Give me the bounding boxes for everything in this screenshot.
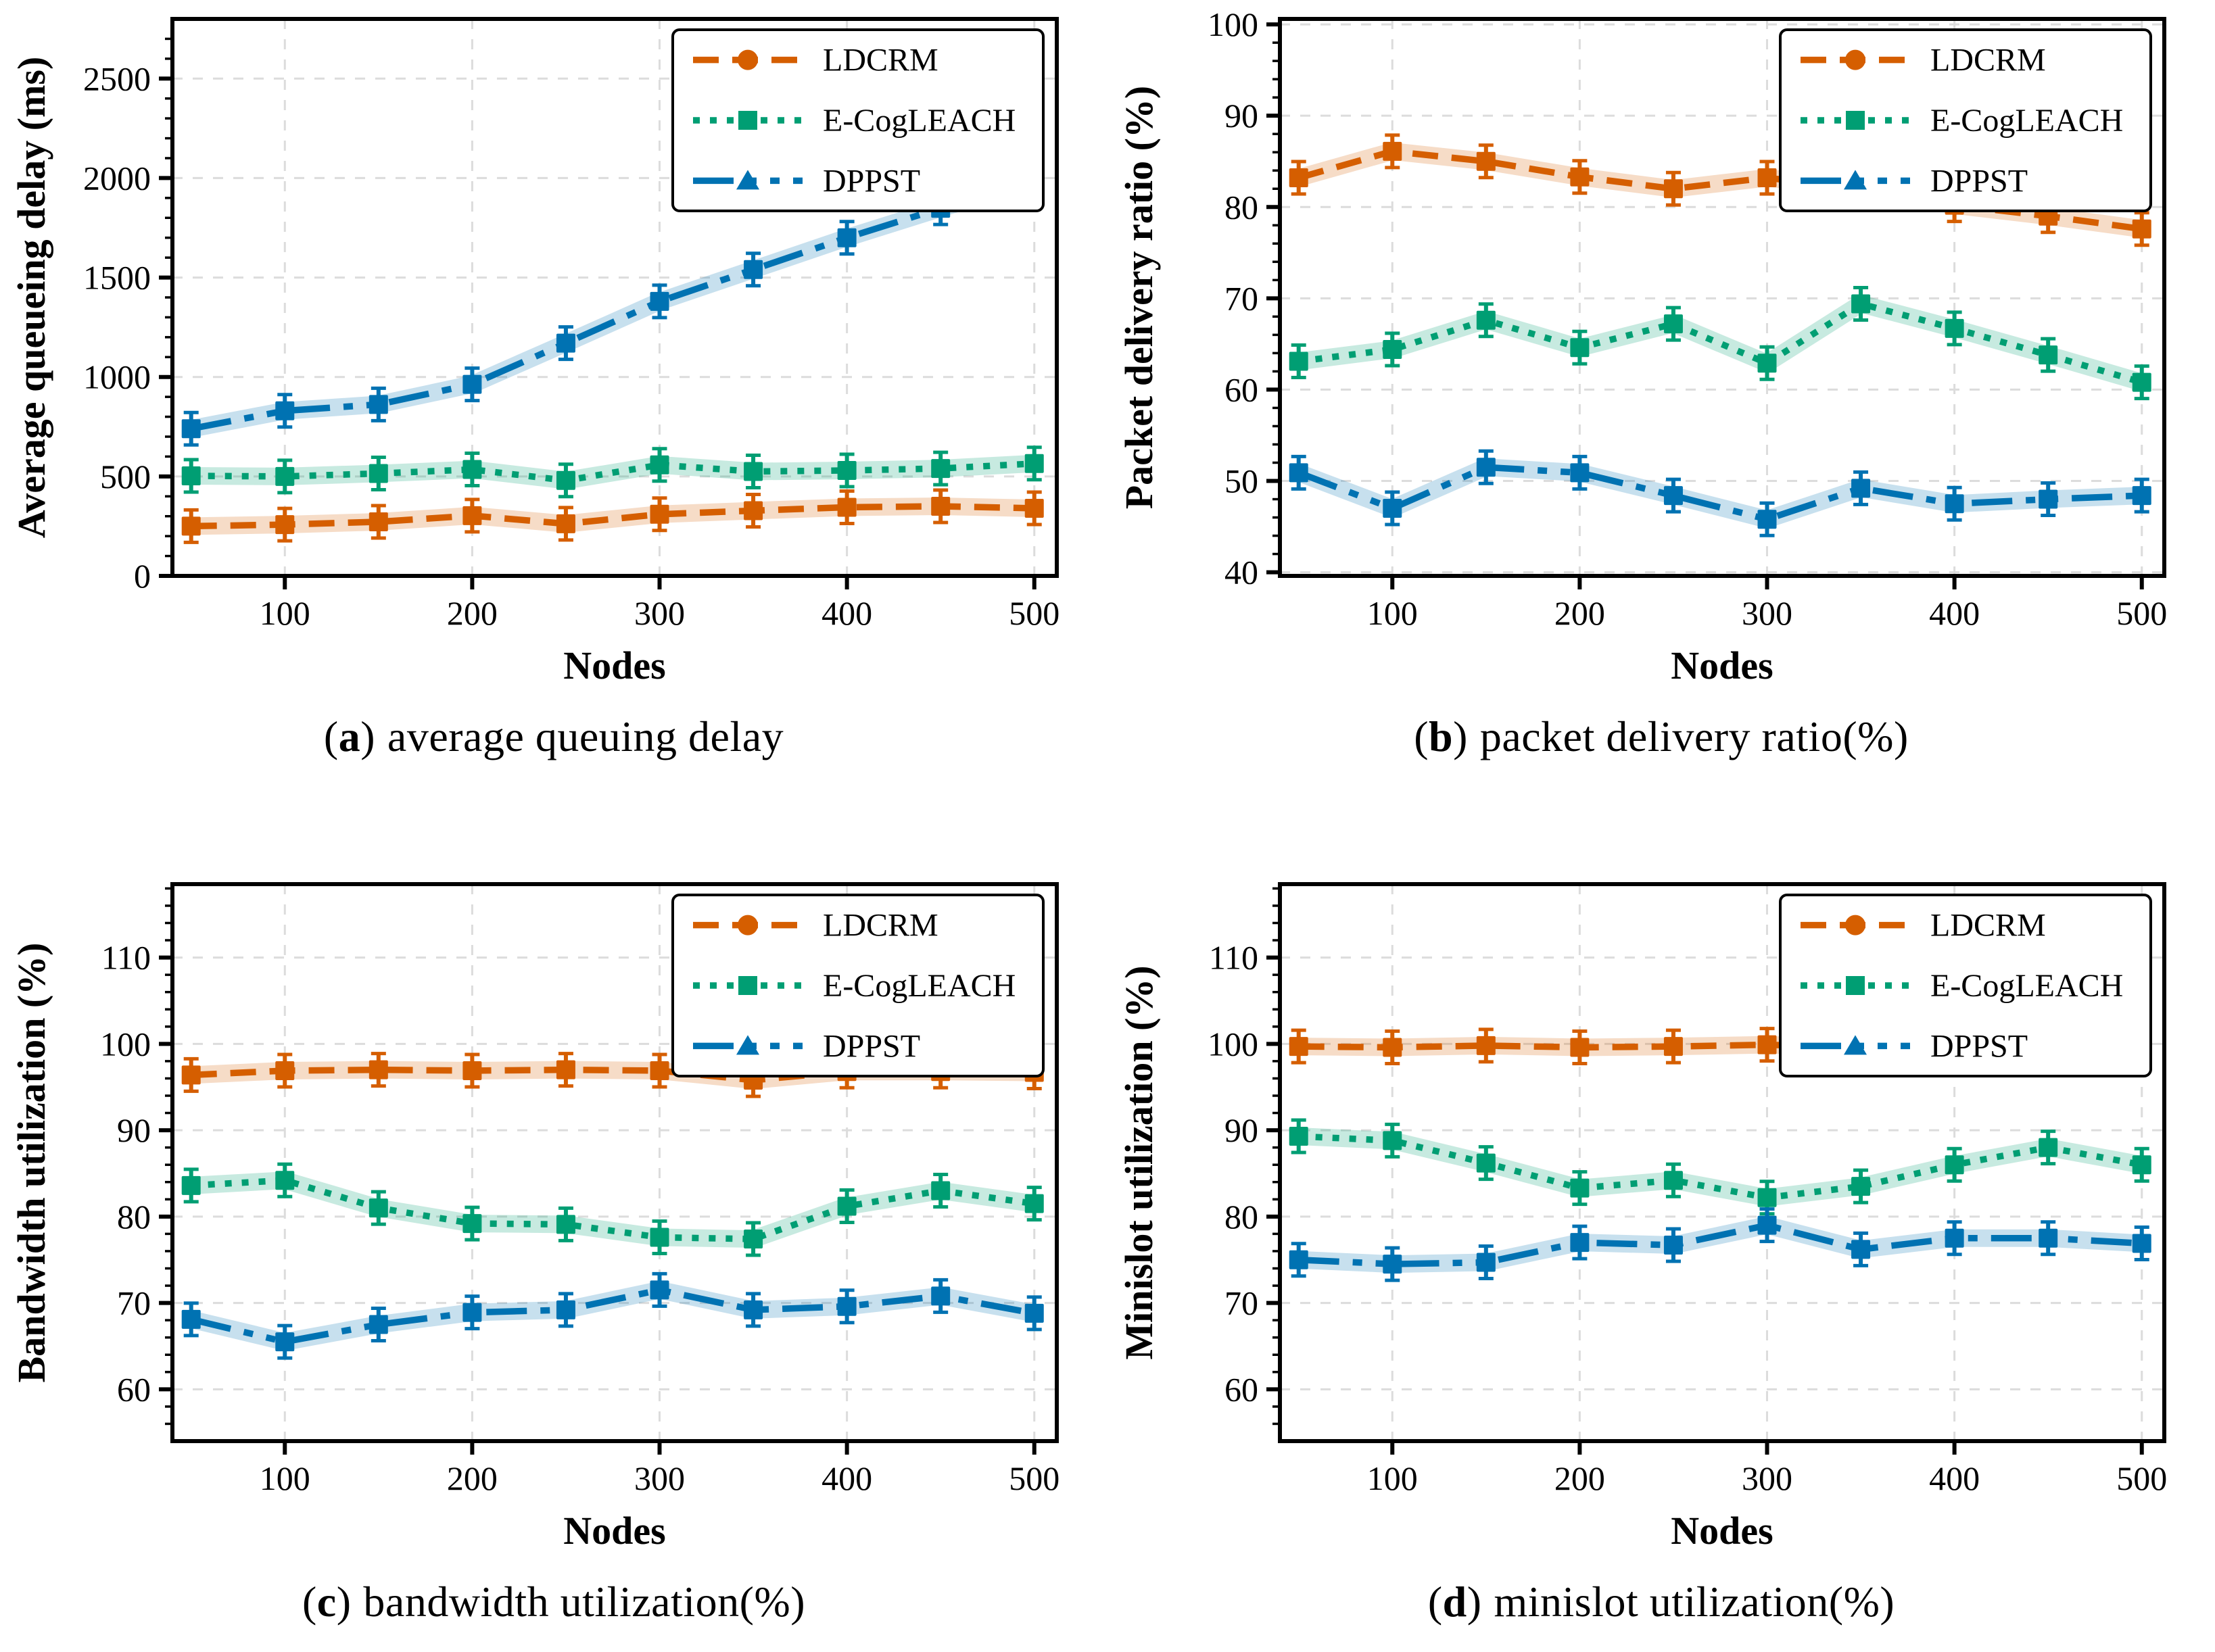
caption-letter: d	[1442, 1578, 1467, 1626]
svg-text:2500: 2500	[83, 59, 151, 97]
svg-text:200: 200	[1554, 1459, 1605, 1497]
svg-text:80: 80	[1224, 1198, 1258, 1236]
caption-open: (	[1414, 712, 1429, 760]
svg-text:DPPST: DPPST	[823, 163, 920, 199]
svg-text:200: 200	[447, 1459, 498, 1497]
svg-text:300: 300	[634, 594, 685, 632]
svg-text:110: 110	[1209, 939, 1258, 977]
svg-text:60: 60	[1224, 370, 1258, 408]
panel-d: 100 200 300 400 500 60 70 80 90 100 110 Nodes Minisl…	[1108, 826, 2215, 1652]
svg-text:100: 100	[1367, 594, 1418, 632]
svg-text:300: 300	[1742, 1459, 1792, 1497]
caption-open: (	[1427, 1578, 1443, 1626]
svg-text:110: 110	[101, 939, 151, 977]
svg-text:Nodes: Nodes	[1671, 643, 1773, 686]
svg-text:Average queueing delay (ms): Average queueing delay (ms)	[9, 57, 53, 539]
svg-text:70: 70	[117, 1284, 151, 1322]
svg-text:DPPST: DPPST	[1930, 1028, 2028, 1064]
svg-text:90: 90	[1224, 1111, 1258, 1149]
caption-a: (a) average queuing delay	[0, 712, 1108, 762]
svg-text:500: 500	[2116, 1459, 2167, 1497]
svg-text:500: 500	[2116, 594, 2167, 632]
svg-text:1000: 1000	[83, 358, 151, 396]
svg-text:200: 200	[1554, 594, 1605, 632]
svg-text:90: 90	[1224, 97, 1258, 135]
svg-text:100: 100	[1208, 1025, 1258, 1063]
chart-svg: 100 200 300 400 500 60 70 80 90 100 110 Nodes Bandwi…	[9, 882, 1059, 1553]
svg-text:70: 70	[1224, 1284, 1258, 1322]
caption-letter: b	[1429, 712, 1454, 760]
panel-c: 100 200 300 400 500 60 70 80 90 100 110 Nodes Bandwi…	[0, 826, 1108, 1652]
svg-text:2000: 2000	[83, 159, 151, 197]
svg-text:200: 200	[447, 594, 498, 632]
svg-text:LDCRM: LDCRM	[823, 43, 938, 78]
svg-text:40: 40	[1224, 554, 1258, 591]
svg-text:500: 500	[1009, 594, 1059, 632]
svg-text:E-CogLEACH: E-CogLEACH	[1930, 968, 2123, 1004]
svg-text:E-CogLEACH: E-CogLEACH	[1930, 103, 2123, 139]
caption-close: )	[336, 1578, 352, 1626]
chart-minislot-utilization: 100 200 300 400 500 60 70 80 90 100 110 Nodes Minisl…	[1108, 865, 2215, 1553]
caption-c: (c) bandwidth utilization(%)	[0, 1577, 1108, 1627]
caption-b: (b) packet delivery ratio(%)	[1108, 712, 2215, 762]
chart-packet-delivery-ratio: 100 200 300 400 500 40 50 60 70 80 90 100 Nodes Packe…	[1108, 0, 2215, 687]
caption-text: minislot utilization(%)	[1494, 1578, 1895, 1626]
svg-text:LDCRM: LDCRM	[823, 908, 938, 944]
chart-svg: 100 200 300 400 500 40 50 60 70 80 90 100 Nodes Packe…	[1117, 5, 2167, 687]
caption-close: )	[1453, 712, 1468, 760]
panel-b: 100 200 300 400 500 40 50 60 70 80 90 100 Nodes Packe…	[1108, 0, 2215, 826]
svg-text:100: 100	[100, 1025, 151, 1063]
caption-letter: a	[338, 712, 361, 760]
svg-text:300: 300	[634, 1459, 685, 1497]
caption-close: )	[1467, 1578, 1482, 1626]
svg-text:E-CogLEACH: E-CogLEACH	[823, 103, 1016, 139]
caption-open: (	[302, 1578, 317, 1626]
svg-text:LDCRM: LDCRM	[1930, 908, 2046, 944]
svg-text:50: 50	[1224, 462, 1258, 500]
svg-text:80: 80	[117, 1198, 151, 1236]
caption-text: average queuing delay	[387, 712, 784, 760]
svg-text:100: 100	[260, 1459, 310, 1497]
svg-text:Minislot utilization (%): Minislot utilization (%)	[1117, 965, 1161, 1359]
svg-text:400: 400	[1929, 594, 1980, 632]
svg-text:60: 60	[1224, 1370, 1258, 1408]
svg-text:90: 90	[117, 1111, 151, 1149]
svg-text:100: 100	[1208, 5, 1258, 43]
svg-text:100: 100	[1367, 1459, 1418, 1497]
svg-text:400: 400	[821, 1459, 872, 1497]
svg-text:400: 400	[1929, 1459, 1980, 1497]
caption-open: (	[323, 712, 339, 760]
svg-text:100: 100	[260, 594, 310, 632]
svg-text:500: 500	[100, 458, 151, 495]
svg-text:Nodes: Nodes	[563, 1509, 665, 1551]
svg-text:70: 70	[1224, 279, 1258, 317]
chart-svg: 100 200 300 400 500 60 70 80 90 100 110 Nodes Minisl…	[1117, 882, 2167, 1553]
svg-text:0: 0	[134, 557, 151, 595]
caption-text: packet delivery ratio(%)	[1479, 712, 1909, 760]
svg-text:Bandwidth utilization (%): Bandwidth utilization (%)	[9, 943, 53, 1383]
svg-text:1500: 1500	[83, 259, 151, 297]
svg-text:Nodes: Nodes	[563, 643, 665, 686]
svg-text:Packet delivery ratio (%): Packet delivery ratio (%)	[1117, 86, 1161, 510]
svg-text:80: 80	[1224, 188, 1258, 226]
chart-bandwidth-utilization: 100 200 300 400 500 60 70 80 90 100 110 Nodes Bandwi…	[0, 865, 1108, 1553]
svg-text:Nodes: Nodes	[1671, 1509, 1773, 1551]
svg-text:DPPST: DPPST	[823, 1028, 920, 1064]
panel-a: 100 200 300 400 500 0 500 1000 1500 2000 2500 Nodes…	[0, 0, 1108, 826]
caption-close: )	[360, 712, 375, 760]
caption-d: (d) minislot utilization(%)	[1108, 1577, 2215, 1627]
chart-svg: 100 200 300 400 500 0 500 1000 1500 2000 2500 Nodes…	[9, 17, 1059, 687]
svg-text:LDCRM: LDCRM	[1930, 43, 2046, 78]
svg-text:E-CogLEACH: E-CogLEACH	[823, 968, 1016, 1004]
caption-letter: c	[316, 1578, 337, 1626]
caption-text: bandwidth utilization(%)	[363, 1578, 806, 1626]
svg-text:DPPST: DPPST	[1930, 163, 2028, 199]
svg-text:60: 60	[117, 1370, 151, 1408]
svg-text:500: 500	[1009, 1459, 1059, 1497]
svg-text:400: 400	[821, 594, 872, 632]
svg-text:300: 300	[1742, 594, 1792, 632]
chart-average-queuing-delay: 100 200 300 400 500 0 500 1000 1500 2000 2500 Nodes…	[0, 0, 1108, 687]
